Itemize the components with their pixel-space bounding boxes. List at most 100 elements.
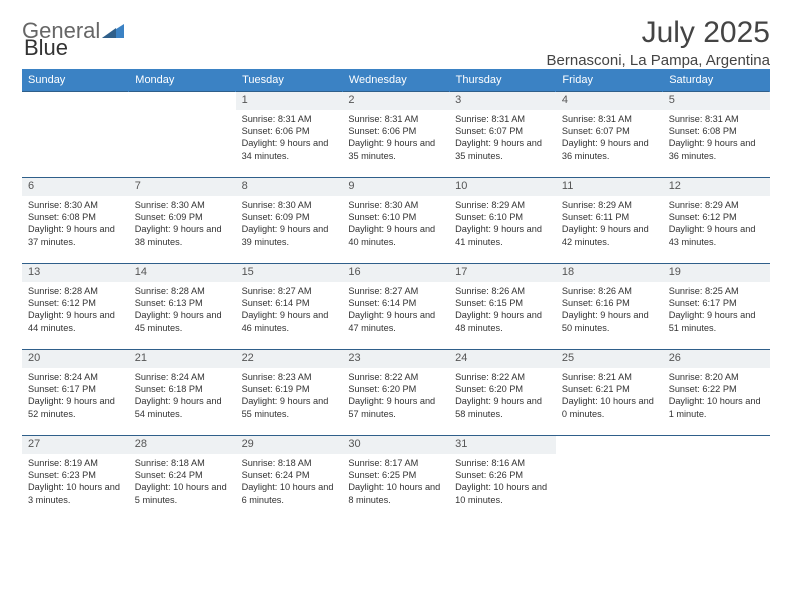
day-number-cell xyxy=(663,436,770,454)
daynum-row: 6789101112 xyxy=(22,178,770,196)
day-number-cell: 9 xyxy=(342,178,449,196)
day-header: Tuesday xyxy=(236,69,343,92)
day-number-cell: 27 xyxy=(22,436,129,454)
daylight-text: Daylight: 10 hours and 0 minutes. xyxy=(562,395,657,420)
sunrise-text: Sunrise: 8:19 AM xyxy=(28,457,123,469)
content-row: Sunrise: 8:28 AMSunset: 6:12 PMDaylight:… xyxy=(22,282,770,350)
day-content-cell xyxy=(129,110,236,178)
sunset-text: Sunset: 6:12 PM xyxy=(28,297,123,309)
sunset-text: Sunset: 6:19 PM xyxy=(242,383,337,395)
day-content-cell: Sunrise: 8:30 AMSunset: 6:10 PMDaylight:… xyxy=(342,196,449,264)
day-content-cell: Sunrise: 8:22 AMSunset: 6:20 PMDaylight:… xyxy=(449,368,556,436)
day-header: Wednesday xyxy=(342,69,449,92)
day-number-cell: 24 xyxy=(449,350,556,368)
day-content-cell: Sunrise: 8:31 AMSunset: 6:06 PMDaylight:… xyxy=(342,110,449,178)
sunrise-text: Sunrise: 8:16 AM xyxy=(455,457,550,469)
sunrise-text: Sunrise: 8:28 AM xyxy=(28,285,123,297)
daylight-text: Daylight: 9 hours and 57 minutes. xyxy=(348,395,443,420)
day-number-cell: 26 xyxy=(663,350,770,368)
calendar-table: SundayMondayTuesdayWednesdayThursdayFrid… xyxy=(22,69,770,522)
sunrise-text: Sunrise: 8:23 AM xyxy=(242,371,337,383)
day-number-cell: 21 xyxy=(129,350,236,368)
sunset-text: Sunset: 6:17 PM xyxy=(669,297,764,309)
daylight-text: Daylight: 9 hours and 40 minutes. xyxy=(348,223,443,248)
day-number-cell: 6 xyxy=(22,178,129,196)
sunrise-text: Sunrise: 8:30 AM xyxy=(135,199,230,211)
day-content-cell: Sunrise: 8:25 AMSunset: 6:17 PMDaylight:… xyxy=(663,282,770,350)
daylight-text: Daylight: 10 hours and 8 minutes. xyxy=(348,481,443,506)
sunrise-text: Sunrise: 8:21 AM xyxy=(562,371,657,383)
day-content-cell: Sunrise: 8:31 AMSunset: 6:06 PMDaylight:… xyxy=(236,110,343,178)
sunset-text: Sunset: 6:24 PM xyxy=(135,469,230,481)
daylight-text: Daylight: 10 hours and 6 minutes. xyxy=(242,481,337,506)
day-content-cell: Sunrise: 8:27 AMSunset: 6:14 PMDaylight:… xyxy=(236,282,343,350)
day-content-cell: Sunrise: 8:26 AMSunset: 6:16 PMDaylight:… xyxy=(556,282,663,350)
sunrise-text: Sunrise: 8:31 AM xyxy=(348,113,443,125)
daylight-text: Daylight: 9 hours and 51 minutes. xyxy=(669,309,764,334)
day-content-cell: Sunrise: 8:29 AMSunset: 6:11 PMDaylight:… xyxy=(556,196,663,264)
sunrise-text: Sunrise: 8:30 AM xyxy=(348,199,443,211)
sunset-text: Sunset: 6:09 PM xyxy=(135,211,230,223)
sunset-text: Sunset: 6:13 PM xyxy=(135,297,230,309)
sunrise-text: Sunrise: 8:29 AM xyxy=(669,199,764,211)
day-number-cell: 8 xyxy=(236,178,343,196)
day-number-cell: 30 xyxy=(342,436,449,454)
sunset-text: Sunset: 6:07 PM xyxy=(455,125,550,137)
sunset-text: Sunset: 6:26 PM xyxy=(455,469,550,481)
sunrise-text: Sunrise: 8:29 AM xyxy=(455,199,550,211)
daynum-row: 12345 xyxy=(22,92,770,110)
day-content-cell: Sunrise: 8:22 AMSunset: 6:20 PMDaylight:… xyxy=(342,368,449,436)
sunset-text: Sunset: 6:21 PM xyxy=(562,383,657,395)
day-number-cell: 7 xyxy=(129,178,236,196)
day-number-cell: 10 xyxy=(449,178,556,196)
day-content-cell xyxy=(22,110,129,178)
sunset-text: Sunset: 6:06 PM xyxy=(242,125,337,137)
daylight-text: Daylight: 9 hours and 42 minutes. xyxy=(562,223,657,248)
day-number-cell: 13 xyxy=(22,264,129,282)
daylight-text: Daylight: 9 hours and 50 minutes. xyxy=(562,309,657,334)
sunset-text: Sunset: 6:20 PM xyxy=(348,383,443,395)
sunrise-text: Sunrise: 8:31 AM xyxy=(242,113,337,125)
sunrise-text: Sunrise: 8:30 AM xyxy=(28,199,123,211)
day-content-cell: Sunrise: 8:26 AMSunset: 6:15 PMDaylight:… xyxy=(449,282,556,350)
day-content-cell: Sunrise: 8:28 AMSunset: 6:12 PMDaylight:… xyxy=(22,282,129,350)
daylight-text: Daylight: 9 hours and 41 minutes. xyxy=(455,223,550,248)
day-content-cell xyxy=(556,454,663,522)
sunrise-text: Sunrise: 8:22 AM xyxy=(455,371,550,383)
day-content-cell: Sunrise: 8:24 AMSunset: 6:18 PMDaylight:… xyxy=(129,368,236,436)
title-block: July 2025 Bernasconi, La Pampa, Argentin… xyxy=(547,18,770,69)
sunrise-text: Sunrise: 8:22 AM xyxy=(348,371,443,383)
sunrise-text: Sunrise: 8:27 AM xyxy=(242,285,337,297)
sunset-text: Sunset: 6:12 PM xyxy=(669,211,764,223)
sunrise-text: Sunrise: 8:31 AM xyxy=(562,113,657,125)
sunrise-text: Sunrise: 8:27 AM xyxy=(348,285,443,297)
day-number-cell: 31 xyxy=(449,436,556,454)
day-number-cell: 14 xyxy=(129,264,236,282)
daylight-text: Daylight: 9 hours and 35 minutes. xyxy=(348,137,443,162)
day-number-cell: 11 xyxy=(556,178,663,196)
sunset-text: Sunset: 6:14 PM xyxy=(348,297,443,309)
daylight-text: Daylight: 9 hours and 43 minutes. xyxy=(669,223,764,248)
sunset-text: Sunset: 6:09 PM xyxy=(242,211,337,223)
daylight-text: Daylight: 9 hours and 38 minutes. xyxy=(135,223,230,248)
day-content-cell: Sunrise: 8:18 AMSunset: 6:24 PMDaylight:… xyxy=(129,454,236,522)
sunset-text: Sunset: 6:25 PM xyxy=(348,469,443,481)
daylight-text: Daylight: 9 hours and 48 minutes. xyxy=(455,309,550,334)
sunset-text: Sunset: 6:10 PM xyxy=(348,211,443,223)
day-number-cell: 2 xyxy=(342,92,449,110)
day-header: Monday xyxy=(129,69,236,92)
day-content-cell: Sunrise: 8:29 AMSunset: 6:12 PMDaylight:… xyxy=(663,196,770,264)
daylight-text: Daylight: 9 hours and 58 minutes. xyxy=(455,395,550,420)
day-content-cell: Sunrise: 8:28 AMSunset: 6:13 PMDaylight:… xyxy=(129,282,236,350)
sunset-text: Sunset: 6:10 PM xyxy=(455,211,550,223)
day-content-cell: Sunrise: 8:29 AMSunset: 6:10 PMDaylight:… xyxy=(449,196,556,264)
brand-part2: Blue xyxy=(24,35,68,60)
daylight-text: Daylight: 9 hours and 46 minutes. xyxy=(242,309,337,334)
daylight-text: Daylight: 9 hours and 47 minutes. xyxy=(348,309,443,334)
day-content-cell: Sunrise: 8:17 AMSunset: 6:25 PMDaylight:… xyxy=(342,454,449,522)
day-number-cell: 15 xyxy=(236,264,343,282)
sunrise-text: Sunrise: 8:28 AM xyxy=(135,285,230,297)
content-row: Sunrise: 8:19 AMSunset: 6:23 PMDaylight:… xyxy=(22,454,770,522)
content-row: Sunrise: 8:30 AMSunset: 6:08 PMDaylight:… xyxy=(22,196,770,264)
day-number-cell xyxy=(22,92,129,110)
